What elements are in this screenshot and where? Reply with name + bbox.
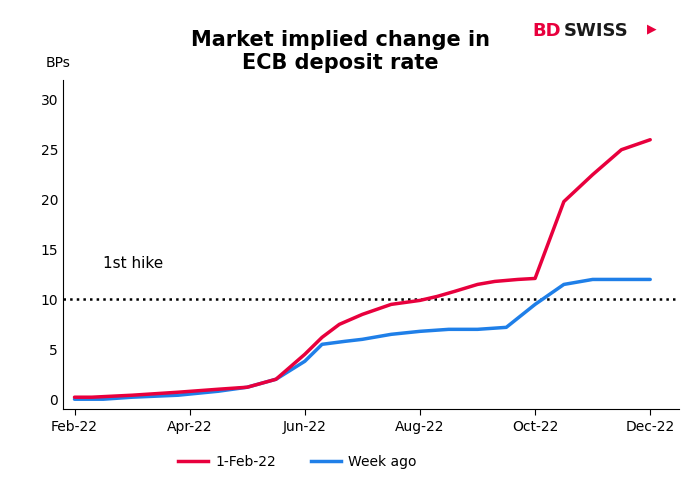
Text: ▶: ▶ (647, 22, 657, 35)
Text: SWISS: SWISS (564, 22, 629, 40)
Text: 1st hike: 1st hike (104, 256, 164, 271)
Title: Market implied change in
ECB deposit rate: Market implied change in ECB deposit rat… (190, 29, 490, 73)
Text: BPs: BPs (46, 56, 71, 70)
Legend: 1-Feb-22, Week ago: 1-Feb-22, Week ago (172, 450, 422, 475)
Text: BD: BD (532, 22, 561, 40)
